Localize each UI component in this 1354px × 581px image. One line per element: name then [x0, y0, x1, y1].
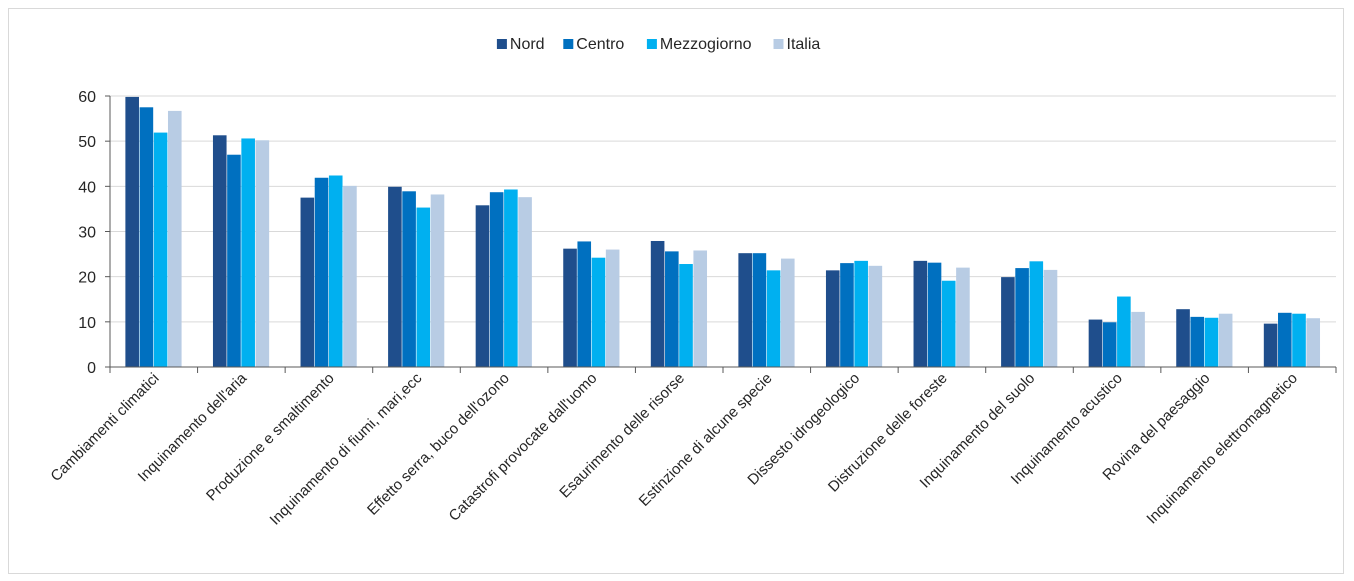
bar-nord — [1001, 277, 1015, 367]
bar-italia — [1306, 318, 1321, 367]
bar-italia — [518, 197, 532, 367]
bar-centro — [402, 191, 416, 367]
bar-italia — [868, 265, 883, 367]
y-axis-tick-labels: 0 10 20 30 40 50 60 — [78, 89, 96, 377]
bar-nord — [738, 253, 752, 367]
bar-mezzogiorno — [1204, 317, 1219, 367]
bar-italia — [1043, 269, 1058, 367]
bar-mezzogiorno — [153, 132, 168, 367]
y-tick-label: 20 — [78, 270, 96, 287]
bar-centro — [314, 177, 329, 367]
bar-mezzogiorno — [1029, 261, 1044, 367]
bar-nord — [913, 260, 928, 367]
bar-nord — [563, 248, 577, 367]
bar-mezzogiorno — [1292, 313, 1306, 367]
axes — [105, 95, 1337, 373]
y-tick-label: 30 — [78, 225, 96, 242]
y-tick-label: 40 — [78, 179, 96, 196]
bar-mezzogiorno — [416, 207, 431, 367]
bar-nord — [475, 205, 490, 367]
bar-italia — [343, 185, 357, 367]
bar-centro — [227, 154, 241, 367]
x-category-label: Effetto serra, buco dell'ozono — [364, 370, 513, 519]
bar-italia — [430, 194, 445, 367]
bar-mezzogiorno — [679, 264, 693, 367]
legend-swatch — [496, 39, 507, 49]
bar-centro — [139, 107, 154, 368]
legend-label: Centro — [576, 36, 624, 53]
bar-italia — [693, 250, 708, 367]
legend: Nord Centro Mezzogiorno Italia — [496, 36, 821, 53]
y-tick-label: 50 — [78, 134, 96, 151]
legend-swatch — [646, 39, 657, 49]
bar-nord — [1176, 309, 1190, 367]
bar-nord — [1088, 319, 1103, 367]
bars — [125, 96, 1321, 368]
legend-label: Nord — [510, 36, 545, 53]
x-category-label: Catastrofi provocate dall'uomo — [446, 370, 601, 525]
bar-italia — [956, 267, 970, 367]
x-category-label: Inquinamento di fiumi, mari,ecc — [267, 369, 426, 528]
legend-swatch — [563, 39, 574, 49]
bar-italia — [1218, 313, 1233, 367]
bar-centro — [489, 192, 504, 367]
gridlines — [110, 95, 1336, 323]
bar-italia — [605, 249, 620, 367]
y-tick-label: 60 — [78, 89, 96, 106]
bar-nord — [825, 270, 840, 367]
bar-centro — [1015, 268, 1029, 367]
bar-centro — [665, 251, 679, 367]
y-tick-label: 10 — [78, 315, 96, 332]
bar-nord — [212, 135, 227, 367]
bar-nord — [650, 240, 665, 367]
bar-centro — [577, 241, 592, 367]
bar-mezzogiorno — [766, 270, 781, 367]
bar-nord — [1263, 323, 1278, 367]
bar-mezzogiorno — [941, 280, 956, 367]
bar-centro — [1278, 312, 1292, 367]
bar-nord — [300, 197, 315, 367]
bar-mezzogiorno — [1117, 296, 1131, 367]
bar-italia — [1131, 311, 1145, 367]
bar-centro — [927, 262, 942, 367]
bar-italia — [780, 258, 795, 367]
bar-mezzogiorno — [504, 189, 518, 367]
bar-mezzogiorno — [328, 175, 343, 367]
bar-nord — [388, 186, 402, 367]
y-tick-label: 0 — [87, 360, 96, 377]
bar-centro — [840, 263, 854, 367]
bar-centro — [752, 253, 767, 367]
x-category-label: Inquinamento elettromagnetico — [1143, 370, 1301, 528]
bar-italia — [255, 140, 270, 367]
bar-italia — [167, 110, 182, 367]
bar-mezzogiorno — [591, 257, 606, 367]
bar-nord — [125, 96, 139, 368]
bar-mezzogiorno — [854, 260, 868, 367]
legend-label: Italia — [787, 36, 821, 53]
bar-mezzogiorno — [241, 138, 255, 367]
legend-swatch — [773, 39, 784, 49]
bar-centro — [1102, 322, 1117, 367]
bar-centro — [1190, 316, 1205, 367]
legend-label: Mezzogiorno — [660, 36, 752, 53]
